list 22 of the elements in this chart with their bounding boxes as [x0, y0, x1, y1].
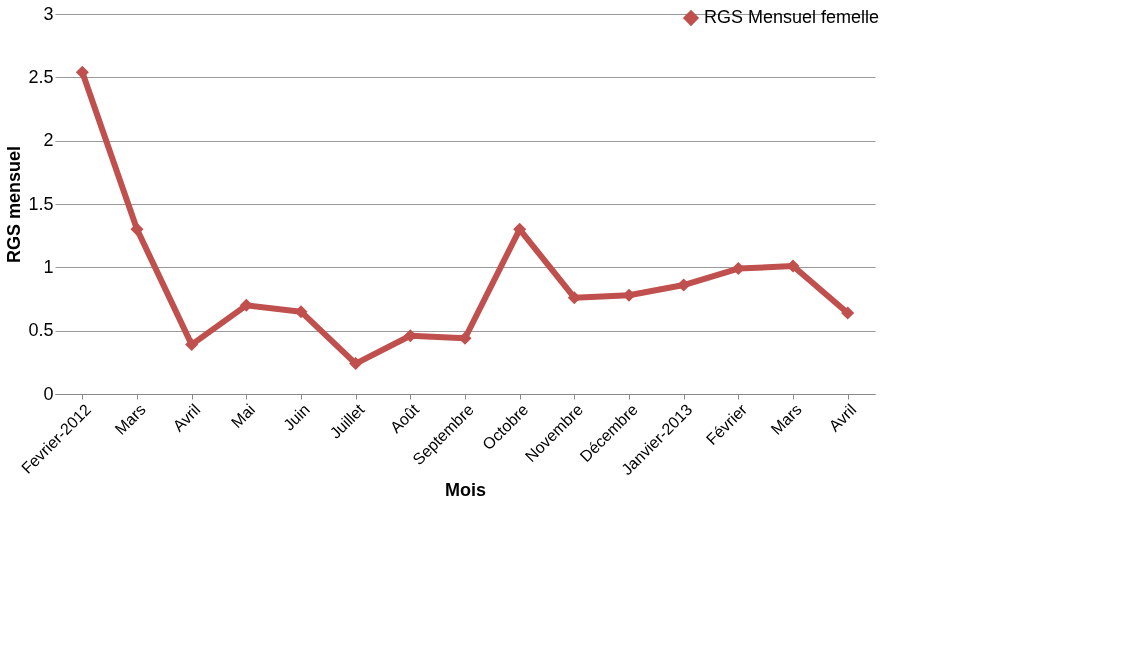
point [185, 338, 199, 352]
y-tick-label: 0 [43, 383, 54, 404]
y-tick-label: 2.5 [28, 66, 54, 87]
point [349, 357, 363, 371]
point [75, 65, 89, 79]
x-tick-label: Juin [280, 400, 313, 434]
y-axis-title: RGS mensuel [4, 145, 25, 264]
point [239, 298, 253, 312]
legend-label: RGS Mensuel femelle [704, 7, 880, 27]
y-tick-label: 1.5 [28, 193, 54, 214]
x-axis-title: Mois [444, 480, 487, 501]
y-tick-label: 3 [43, 3, 54, 24]
point [513, 222, 527, 236]
point [731, 262, 745, 276]
point [841, 306, 855, 320]
point [677, 278, 691, 292]
point [130, 222, 144, 236]
y-tick-label: 0.5 [28, 320, 54, 341]
y-tick-label: 1 [43, 256, 54, 277]
y-tick-label: 2 [43, 130, 54, 151]
x-tick-label: Mai [227, 400, 259, 432]
point [567, 291, 581, 305]
